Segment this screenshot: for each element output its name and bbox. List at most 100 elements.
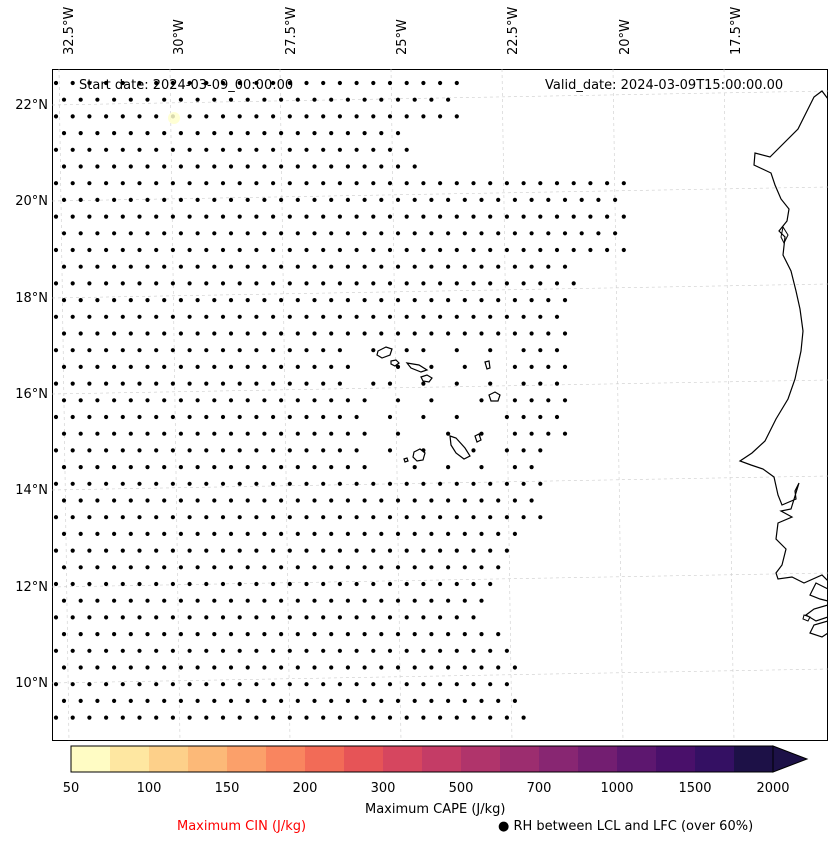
rh-dot <box>104 114 109 119</box>
rh-dot <box>170 214 175 219</box>
rh-dot <box>488 348 493 353</box>
rh-dot <box>454 247 459 253</box>
rh-dot <box>254 314 259 319</box>
rh-dot <box>362 665 367 670</box>
rh-dot <box>362 264 367 269</box>
rh-dot <box>78 498 83 503</box>
rh-dot <box>120 715 125 720</box>
rh-dot <box>61 298 67 303</box>
rh-dot <box>521 314 526 319</box>
rh-dot <box>61 264 67 269</box>
rh-dot <box>554 214 560 219</box>
rh-dot <box>262 465 267 470</box>
colorbar-bin <box>71 746 111 772</box>
rh-dot <box>304 481 309 486</box>
colorbar-bin <box>695 746 735 772</box>
rh-dot <box>53 481 59 486</box>
rh-dot <box>262 398 267 403</box>
rh-dot <box>95 632 100 637</box>
rh-dot <box>178 565 183 570</box>
rh-dot <box>538 214 543 219</box>
rh-dot <box>195 264 200 269</box>
rh-dot <box>178 498 183 503</box>
rh-dot <box>128 197 133 202</box>
rh-dot <box>421 80 426 86</box>
rh-dot <box>362 598 367 603</box>
rh-dot <box>579 197 584 202</box>
rh-dot <box>512 398 517 403</box>
rh-dot <box>53 515 59 520</box>
rh-dot <box>187 80 192 86</box>
rh-dot <box>387 214 393 219</box>
rh-dot <box>220 314 226 319</box>
rh-dot <box>337 481 342 486</box>
rh-dot <box>87 314 92 319</box>
rh-dot <box>220 414 226 420</box>
rh-dot <box>496 264 501 269</box>
rh-dot <box>271 682 276 687</box>
rh-dot <box>312 698 317 704</box>
rh-dot <box>104 682 109 687</box>
rh-dot <box>321 181 326 186</box>
rh-dot <box>429 97 434 102</box>
rh-dot <box>438 281 443 286</box>
rh-dot <box>279 231 284 236</box>
rh-dot <box>145 264 150 269</box>
rh-dot <box>387 80 393 86</box>
colorbar-bin <box>461 746 501 772</box>
rh-dot <box>237 448 242 453</box>
rh-dot <box>178 298 183 303</box>
rh-dot <box>345 231 350 236</box>
rh-dot <box>371 247 376 253</box>
rh-dot <box>128 398 133 403</box>
rh-dot <box>345 197 350 202</box>
rh-dot <box>212 632 217 637</box>
rh-dot <box>145 698 150 704</box>
colorbar-tick-label: 1500 <box>678 781 712 796</box>
rh-dot <box>462 565 467 570</box>
rh-dot <box>412 531 417 536</box>
rh-dot <box>228 665 234 670</box>
rh-dot <box>204 214 209 219</box>
rh-dot <box>53 581 59 587</box>
rh-dot <box>178 364 183 369</box>
rh-dot <box>128 264 133 269</box>
rh-dot <box>187 314 192 319</box>
rh-dot <box>87 448 92 453</box>
rh-dot <box>312 97 317 102</box>
rh-dot <box>546 264 551 269</box>
rh-dot <box>329 131 334 136</box>
rh-dot <box>78 698 83 704</box>
rh-dot <box>371 348 376 353</box>
rh-dot <box>362 197 367 202</box>
rh-dot <box>154 648 159 653</box>
rh-dot <box>112 331 117 336</box>
rh-dot <box>287 247 292 253</box>
rh-dot <box>488 214 493 219</box>
rh-dot <box>137 615 142 620</box>
rh-dot <box>379 598 384 603</box>
island-brava <box>403 457 409 463</box>
rh-dot <box>120 114 125 119</box>
rh-dot <box>471 581 476 587</box>
rh-dot <box>245 665 250 670</box>
rh-dot <box>53 181 59 186</box>
rh-dot <box>262 264 267 269</box>
rh-dot <box>170 414 175 420</box>
rh-dot <box>337 515 342 520</box>
rh-dot <box>379 665 384 670</box>
rh-dot <box>579 231 584 236</box>
rh-dot <box>538 381 543 386</box>
rh-dot <box>371 80 376 86</box>
rh-dot <box>128 97 133 102</box>
rh-dot <box>78 465 83 470</box>
rh-dot <box>471 682 476 687</box>
rh-dot <box>337 548 342 553</box>
rh-dot <box>87 414 92 420</box>
rh-dot <box>354 448 359 453</box>
rh-dot <box>271 247 276 253</box>
island-sal <box>484 360 491 370</box>
rh-dot <box>371 581 376 587</box>
rh-dot <box>178 164 183 169</box>
rh-dot <box>279 264 284 269</box>
